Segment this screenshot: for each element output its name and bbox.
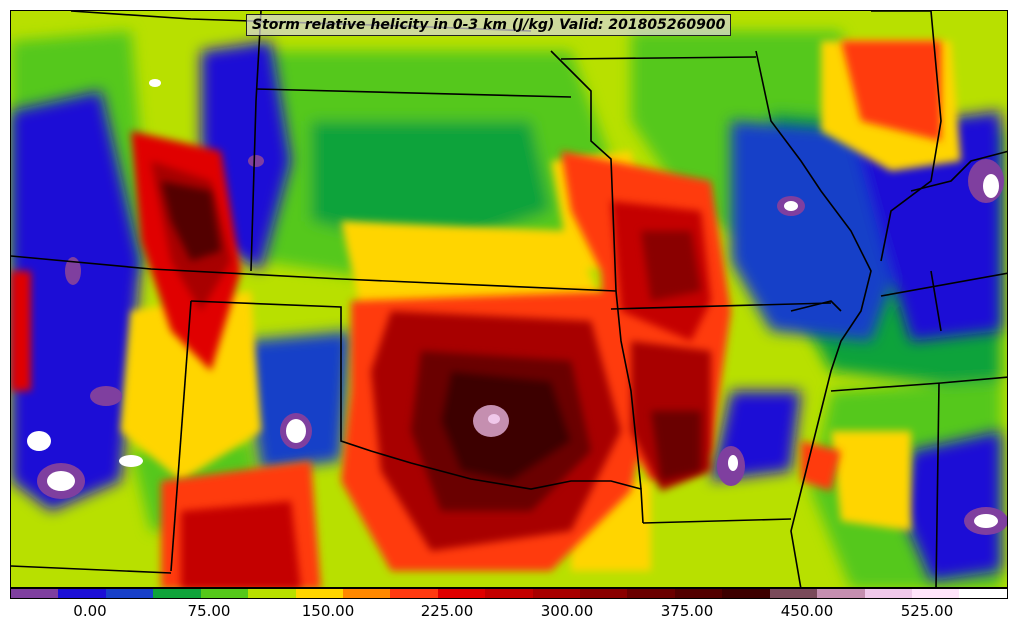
colorbar-tick-label: 375.00 xyxy=(660,602,714,620)
extreme-values xyxy=(27,79,1007,535)
colorbar-swatch xyxy=(200,589,249,598)
colorbar-tick-label: 300.00 xyxy=(540,602,594,620)
colorbar-tick-label: 0.00 xyxy=(73,602,107,620)
colorbar-swatch xyxy=(58,589,106,598)
colorbar-swatch xyxy=(485,589,533,598)
colorbar-swatch xyxy=(722,589,770,598)
colorbar-swatch xyxy=(295,589,343,598)
colorbar-swatch xyxy=(153,589,201,598)
colorbar-swatch xyxy=(248,589,296,598)
colorbar-swatch xyxy=(342,589,391,598)
helicity-field xyxy=(11,11,1007,587)
colorbar-swatch xyxy=(11,589,59,598)
colorbar xyxy=(10,588,1008,599)
colorbar-swatch xyxy=(959,589,1007,598)
colorbar-swatch xyxy=(674,589,723,598)
colorbar-swatch xyxy=(627,589,675,598)
colorbar-tick-label: 525.00 xyxy=(900,602,954,620)
colorbar-swatch xyxy=(817,589,865,598)
colorbar-swatch xyxy=(532,589,581,598)
colorbar-labels: 0.00 75.00 150.00 225.00 300.00 375.00 4… xyxy=(10,602,1008,624)
colorbar-swatch xyxy=(769,589,818,598)
colorbar-tick-label: 450.00 xyxy=(780,602,834,620)
colorbar-swatch xyxy=(580,589,628,598)
colorbar-tick-label: 75.00 xyxy=(187,602,231,620)
map-title: Storm relative helicity in 0-3 km (J/kg)… xyxy=(246,14,732,36)
colorbar-swatch xyxy=(390,589,438,598)
colorbar-swatch xyxy=(105,589,154,598)
colorbar-swatch xyxy=(864,589,913,598)
colorbar-swatch xyxy=(437,589,486,598)
helicity-map xyxy=(10,10,1008,588)
colorbar-tick-label: 150.00 xyxy=(301,602,355,620)
colorbar-tick-label: 225.00 xyxy=(420,602,474,620)
state-boundaries xyxy=(11,11,1007,587)
colorbar-swatch xyxy=(912,589,960,598)
